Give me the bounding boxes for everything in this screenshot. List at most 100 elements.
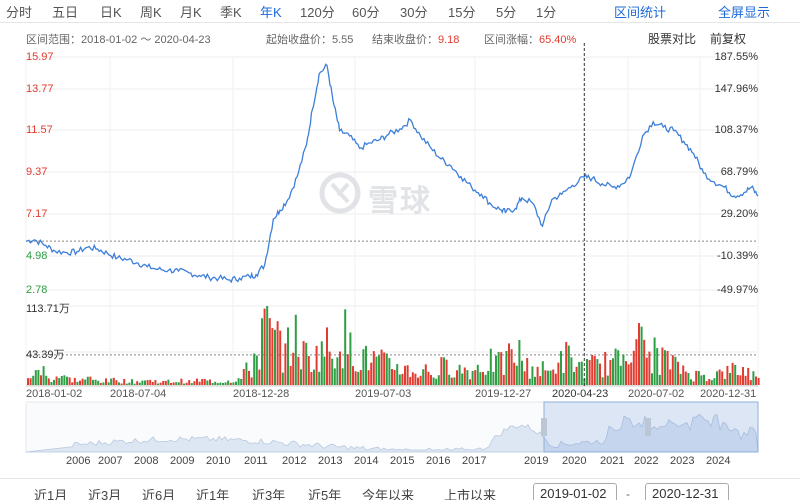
volume-bar <box>591 354 594 385</box>
watermark-text: 雪球 <box>368 184 432 219</box>
tab-intraday[interactable]: 分时 <box>6 5 33 20</box>
volume-bar <box>359 370 362 385</box>
range-6m-button[interactable]: 近6月 <box>142 488 176 500</box>
tab-month-k[interactable]: 月K <box>180 5 202 20</box>
navigator-year: 2014 <box>354 455 379 467</box>
navigator-right-handle[interactable] <box>645 418 651 436</box>
volume-bar <box>261 318 263 385</box>
volume-bar <box>271 328 274 385</box>
volume-bar <box>570 357 573 385</box>
tab-quarter-k[interactable]: 季K <box>220 5 242 20</box>
volume-bar <box>682 365 685 385</box>
volume-bar <box>297 356 300 385</box>
volume-bar <box>747 367 750 385</box>
forward-adjust-button[interactable]: 前复权 <box>710 32 747 46</box>
start-date-input[interactable]: 2019-01-02 <box>533 483 617 500</box>
volume-bar <box>723 378 726 385</box>
volume-bar <box>94 379 97 385</box>
navigator-year: 2017 <box>462 455 487 467</box>
volume-bar <box>661 347 664 385</box>
volume-bar <box>648 351 651 385</box>
navigator[interactable] <box>25 401 759 453</box>
volume-bar <box>380 349 383 385</box>
range-1m-button[interactable]: 近1月 <box>34 488 68 500</box>
volume-bar <box>235 381 237 385</box>
date-tick: 2018-01-02 <box>26 388 83 400</box>
volume-bar <box>448 374 451 385</box>
volume-bar <box>502 375 505 385</box>
end-date-input[interactable]: 2020-12-31 <box>645 483 729 500</box>
tab-15min[interactable]: 15分 <box>448 5 476 20</box>
volume-bar <box>229 382 232 385</box>
tab-year-k[interactable]: 年K <box>260 5 282 20</box>
range-bar: 近1月 近3月 近6月 近1年 近3年 近5年 今年以来 上市以来 2019-0… <box>0 478 800 500</box>
percent-tick: 29.20% <box>720 208 758 220</box>
fullscreen-link[interactable]: 全屏显示 <box>718 5 771 20</box>
volume-bar <box>474 370 477 385</box>
grid-lines <box>25 56 759 387</box>
volume-bar <box>42 366 45 385</box>
range-5y-button[interactable]: 近5年 <box>308 488 342 500</box>
volume-bar <box>294 314 297 385</box>
volume-bar <box>279 330 282 385</box>
volume-bar <box>695 370 698 385</box>
volume-bar <box>557 362 560 385</box>
volume-bar <box>586 359 588 385</box>
date-tick: 2019-12-27 <box>475 388 532 400</box>
volume-bar <box>601 377 604 385</box>
volume-bar <box>206 380 209 385</box>
volume-bar <box>651 373 653 385</box>
stock-compare-button[interactable]: 股票对比 <box>648 32 697 46</box>
volume-bar <box>86 376 89 385</box>
volume-bar <box>172 382 175 385</box>
volume-bar <box>414 373 417 385</box>
tab-1min[interactable]: 1分 <box>536 5 557 20</box>
interval-stats-link[interactable]: 区间统计 <box>614 5 667 20</box>
tab-week-k[interactable]: 周K <box>140 5 162 20</box>
volume-bar <box>349 332 352 385</box>
tab-5min[interactable]: 5分 <box>496 5 517 20</box>
volume-bar <box>528 378 531 385</box>
volume-bar <box>391 369 393 385</box>
volume-bar <box>378 355 380 385</box>
navigator-left-handle[interactable] <box>541 418 547 436</box>
navigator-year: 2019 <box>524 455 549 467</box>
tab-60min[interactable]: 60分 <box>352 5 380 20</box>
volume-bar <box>193 381 196 385</box>
range-change-label: 区间涨幅： <box>484 34 539 46</box>
range-3m-button[interactable]: 近3月 <box>88 488 122 500</box>
tab-30min[interactable]: 30分 <box>400 5 428 20</box>
volume-bar <box>521 360 523 385</box>
tab-five-day[interactable]: 五日 <box>52 5 79 20</box>
volume-bar <box>424 364 427 385</box>
volume-bar <box>66 376 68 385</box>
volume-bar <box>396 364 399 385</box>
volume-bar <box>133 383 136 385</box>
volume-bar <box>357 371 360 385</box>
range-1y-button[interactable]: 近1年 <box>196 488 230 500</box>
volume-bar <box>508 343 510 385</box>
start-close-value: 5.55 <box>332 34 354 46</box>
volume-bar <box>79 380 81 385</box>
volume-bar <box>534 376 536 385</box>
volume-bar <box>60 376 63 385</box>
volume-bar <box>40 375 42 385</box>
volume-bar <box>604 352 607 385</box>
tab-day-k[interactable]: 日K <box>100 5 122 20</box>
navigator-year: 2007 <box>98 455 123 467</box>
volume-bar <box>92 379 94 385</box>
volume-bar <box>515 365 518 385</box>
volume-bar <box>482 372 484 385</box>
volume-bar <box>578 362 581 385</box>
range-ytd-button[interactable]: 今年以来 <box>362 488 415 500</box>
range-3y-button[interactable]: 近3年 <box>252 488 286 500</box>
date-tick: 2020-07-02 <box>628 388 685 400</box>
volume-bar <box>544 370 547 385</box>
volume-bar <box>419 375 422 385</box>
range-since-ipo-button[interactable]: 上市以来 <box>444 488 497 500</box>
volume-bar <box>437 375 440 385</box>
volume-bar <box>710 380 713 385</box>
volume-tick: 43.39万 <box>26 349 65 361</box>
tab-120min[interactable]: 120分 <box>300 5 335 20</box>
